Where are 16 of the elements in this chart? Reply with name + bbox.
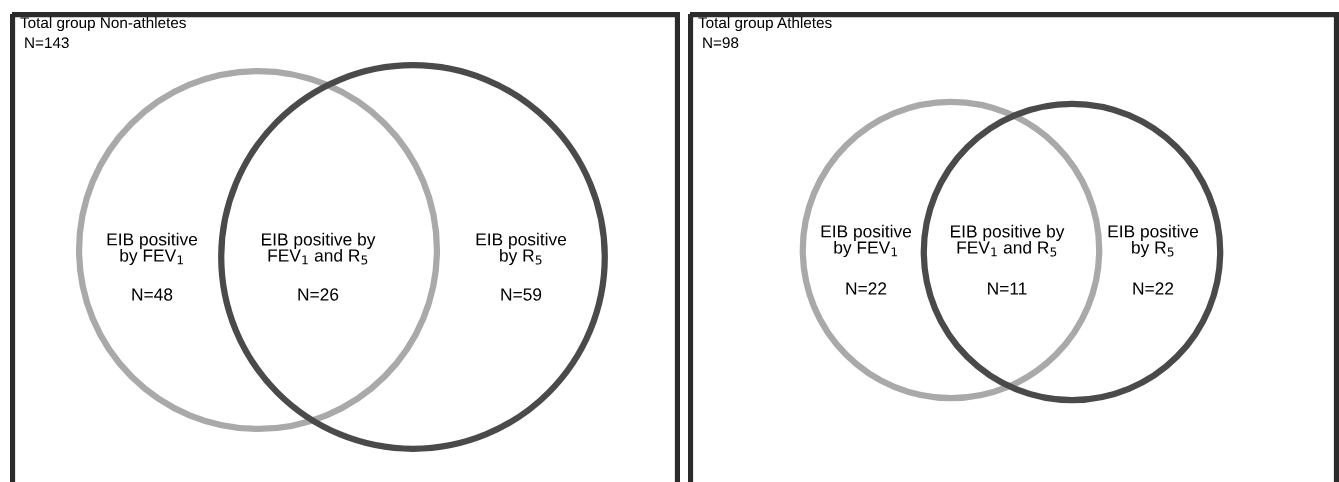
text: N=98 <box>703 37 739 49</box>
data-label: N=48 <box>132 288 173 301</box>
text: Total group Non-athletes <box>20 16 186 32</box>
category-label: EIB positive by FEV$_{1}$ <box>107 232 198 266</box>
text: N=143 <box>25 37 69 49</box>
text: Total group Athletes <box>698 16 832 32</box>
category-label: EIB positive by R$_{5}$ <box>1108 224 1199 258</box>
data-label: N=26 <box>298 288 339 301</box>
category-label: EIB positive by FEV$_{1}$ and R$_{5}$ <box>951 224 1065 257</box>
category-label: EIB positive by FEV$_{1}$ <box>821 224 912 258</box>
category-label: EIB positive by FEV$_{1}$ and R$_{5}$ <box>262 232 376 265</box>
data-label: N=11 <box>988 282 1027 295</box>
data-label: N=22 <box>846 282 887 295</box>
data-label: N=22 <box>1133 282 1174 295</box>
data-label: N=59 <box>501 288 542 301</box>
category-label: EIB positive by R$_{5}$ <box>476 232 567 266</box>
